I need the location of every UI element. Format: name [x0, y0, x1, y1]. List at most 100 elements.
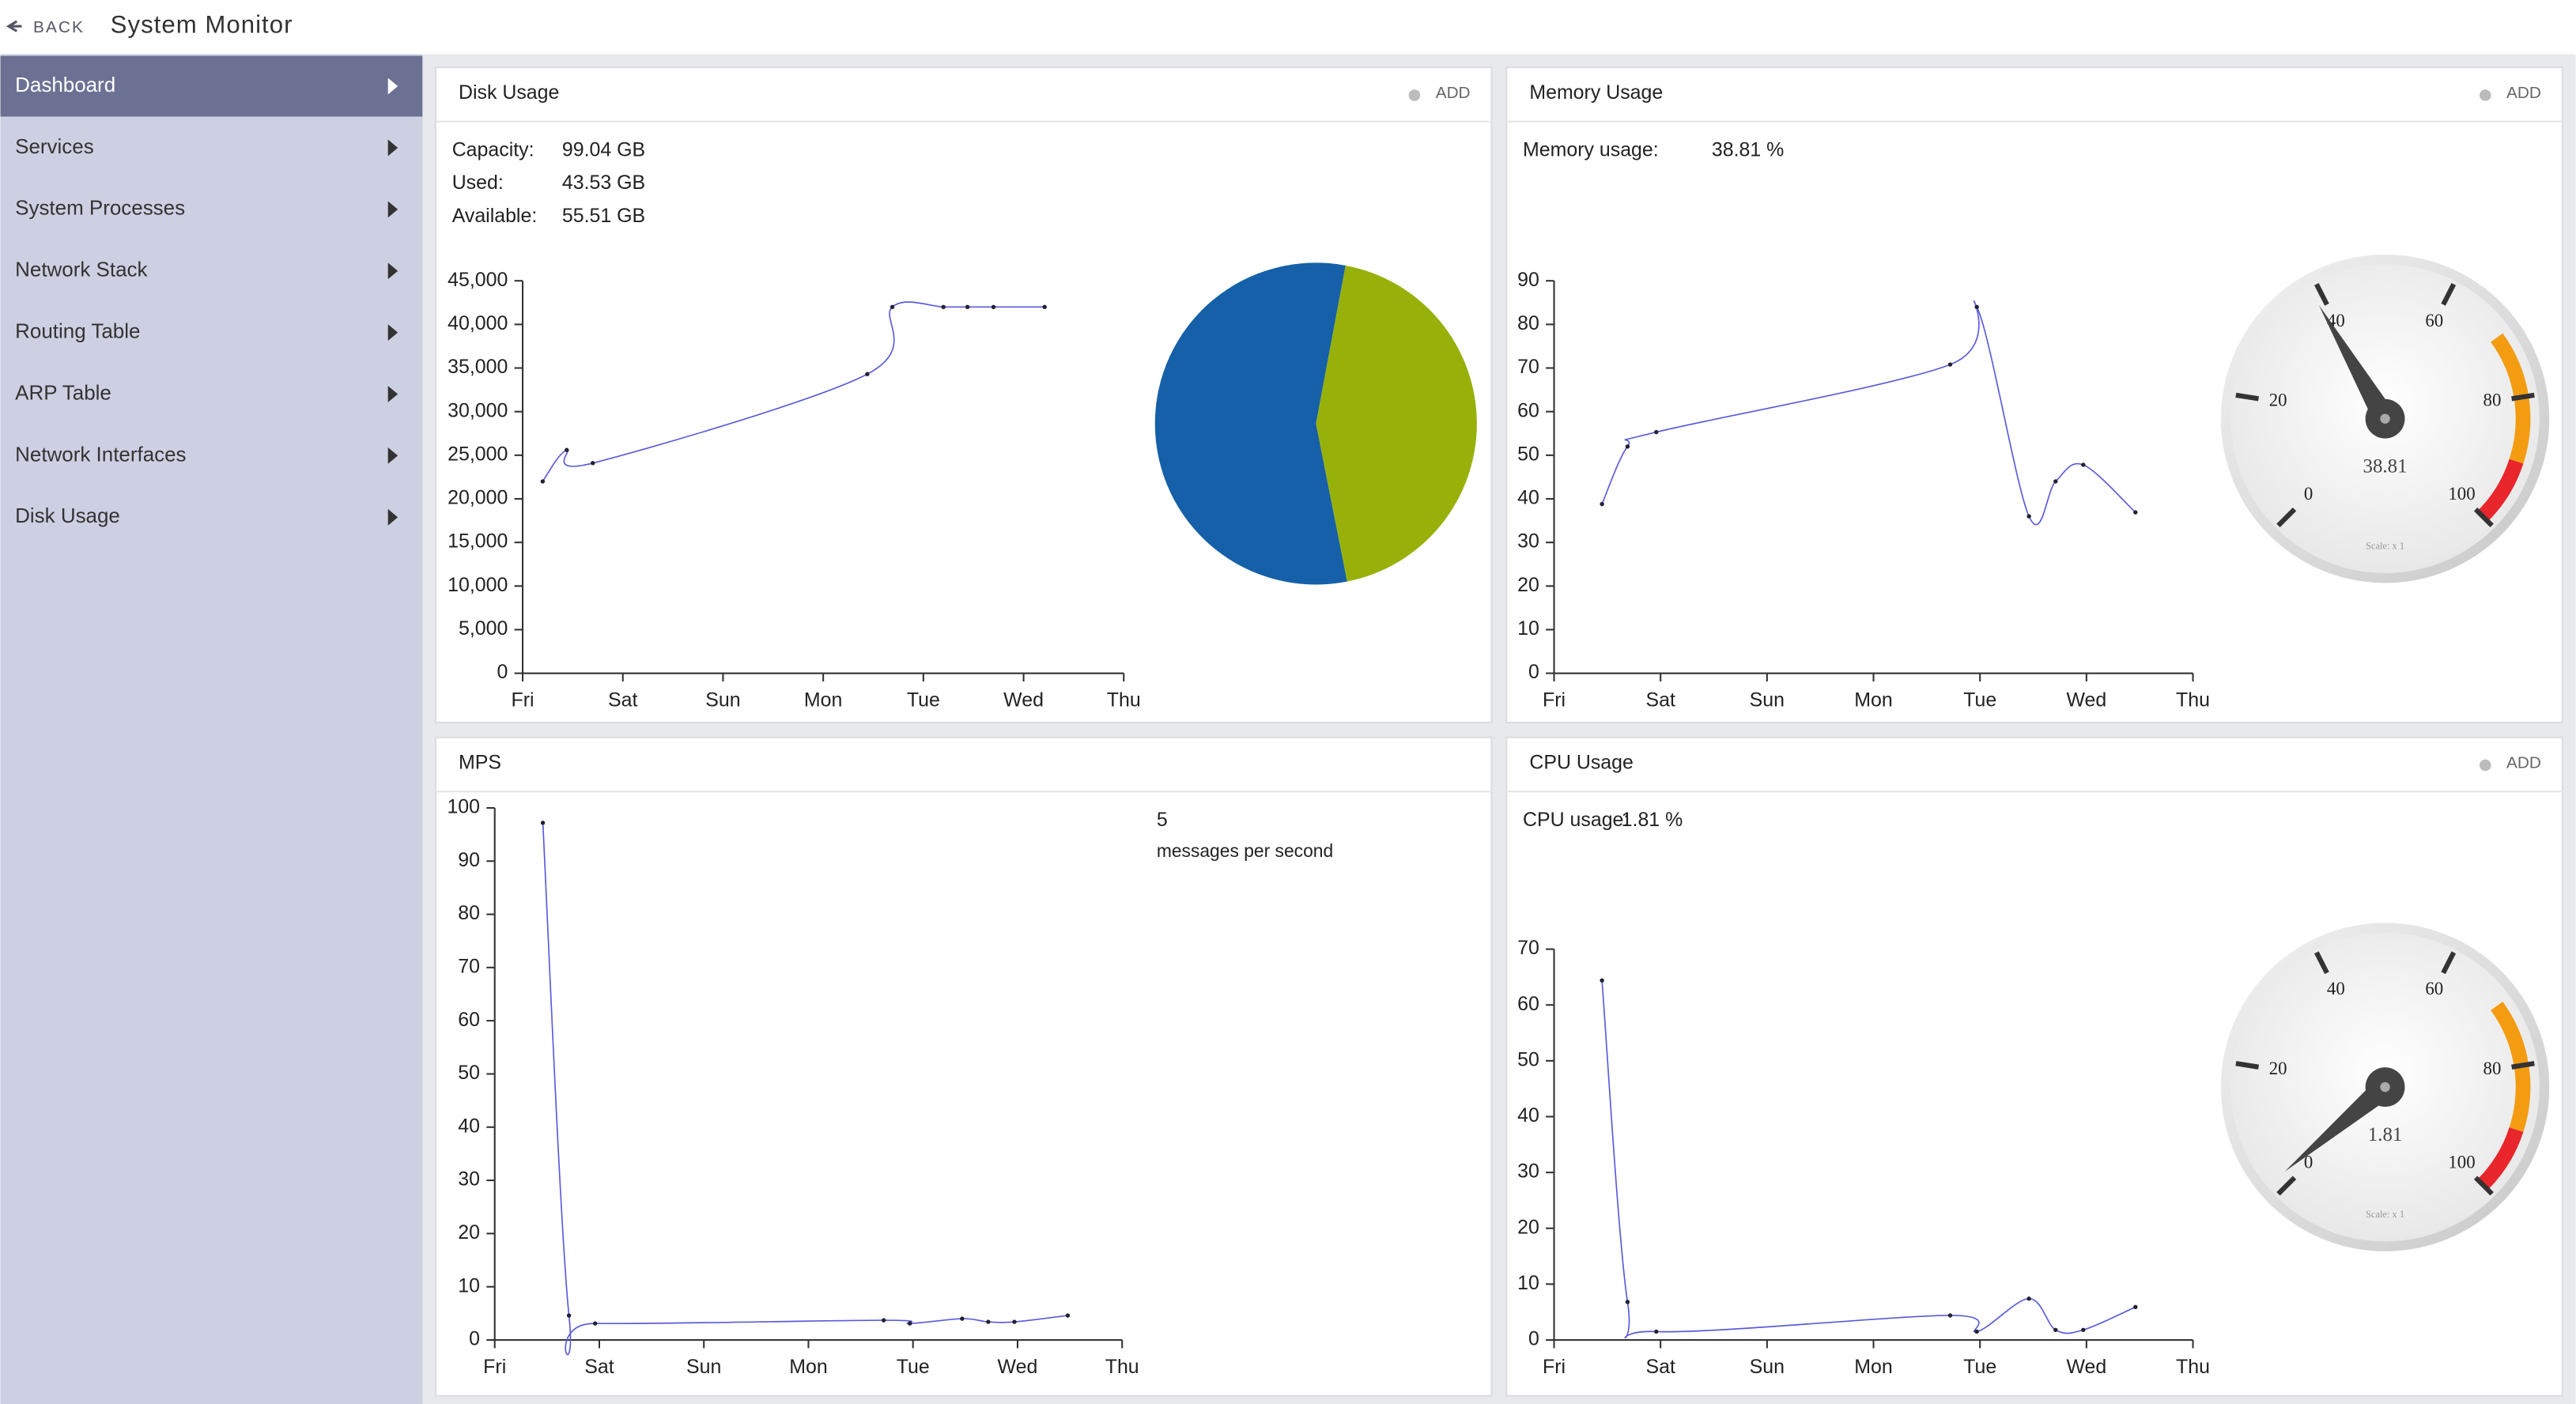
- y-tick-label: 20: [1517, 574, 1539, 596]
- nav-item[interactable]: Services: [15, 134, 398, 158]
- data-point: [1947, 1313, 1953, 1318]
- nav-label: System Processes: [15, 196, 185, 220]
- y-tick-label: 70: [1517, 937, 1539, 959]
- data-point: [540, 479, 546, 484]
- add-icon: [1408, 89, 1421, 101]
- nav-item[interactable]: Disk Usage: [15, 504, 398, 527]
- x-tick-label: Wed: [1003, 689, 1044, 711]
- data-point: [592, 1321, 598, 1326]
- add-label: ADD: [2506, 84, 2541, 102]
- nav-label: ARP Table: [15, 380, 111, 404]
- data-point: [941, 304, 946, 309]
- data-point: [591, 461, 595, 466]
- gauge-tick-label: 20: [2269, 1059, 2287, 1078]
- x-tick-label: Mon: [804, 689, 842, 711]
- data-point: [960, 1316, 965, 1321]
- nav-item[interactable]: System Processes: [15, 196, 398, 220]
- data-point: [1625, 1300, 1630, 1304]
- data-point: [1974, 1329, 1979, 1334]
- panel-title: CPU Usage: [1529, 751, 1634, 773]
- nav-label: Disk Usage: [15, 504, 120, 527]
- x-tick-label: Sat: [584, 1356, 614, 1378]
- gauge-band: [2477, 459, 2524, 522]
- x-tick-label: Thu: [1105, 1356, 1139, 1378]
- nav-item[interactable]: Routing Table: [15, 319, 398, 342]
- stat-value: 99.04 GB: [562, 139, 645, 161]
- pie-slice: [1316, 265, 1477, 582]
- gauge-band: [2477, 1127, 2524, 1191]
- y-tick-label: 60: [458, 1009, 480, 1031]
- data-point: [908, 1321, 912, 1326]
- nav-item[interactable]: Dashboard: [0, 55, 423, 117]
- data-point: [1974, 304, 1979, 309]
- stat-value: 38.81 %: [1712, 139, 1784, 161]
- y-tick-label: 30: [458, 1168, 480, 1191]
- data-point: [1600, 501, 1604, 507]
- data-point: [2053, 1327, 2058, 1332]
- x-tick-label: Tue: [1963, 1356, 1996, 1378]
- gauge-tick: [2276, 1176, 2297, 1196]
- x-tick-label: Fri: [512, 689, 534, 711]
- data-point: [2133, 1304, 2138, 1310]
- data-point: [1012, 1319, 1017, 1324]
- data-point: [566, 1313, 572, 1318]
- nav-item[interactable]: Network Stack: [15, 258, 398, 281]
- x-tick-label: Sun: [1750, 689, 1785, 711]
- y-tick-label: 10: [1517, 617, 1539, 640]
- nav-item[interactable]: ARP Table: [15, 380, 398, 404]
- x-tick-label: Tue: [907, 689, 940, 711]
- add-button[interactable]: ADD: [1408, 84, 1471, 102]
- y-tick-label: 0: [1528, 661, 1539, 683]
- y-tick-label: 90: [458, 849, 480, 871]
- nav-arrow: [387, 386, 398, 402]
- back-label: BACK: [33, 18, 85, 36]
- gauge-tick: [2276, 508, 2297, 528]
- nav-item[interactable]: Network Interfaces: [15, 442, 398, 466]
- gauge-tick: [2441, 951, 2457, 975]
- stat-value: 43.53 GB: [562, 172, 645, 194]
- x-tick-label: Sat: [608, 689, 637, 711]
- data-point: [1654, 1329, 1659, 1334]
- data-point: [1600, 978, 1604, 983]
- data-point: [1654, 429, 1659, 435]
- nav-label: Services: [15, 134, 94, 158]
- y-tick-label: 10: [458, 1274, 480, 1296]
- x-tick-label: Fri: [1543, 689, 1566, 711]
- stat-value: 1.81 %: [1622, 809, 1683, 831]
- x-tick-label: Thu: [1107, 689, 1141, 711]
- y-tick-label: 10,000: [448, 574, 508, 596]
- gauge-tick: [2314, 282, 2329, 306]
- gauge-tick-label: 20: [2269, 390, 2287, 410]
- gauge-tick: [2473, 508, 2494, 528]
- add-label: ADD: [1436, 84, 1471, 102]
- gauge-tick-label: 100: [2448, 1152, 2475, 1172]
- add-label: ADD: [2506, 753, 2541, 772]
- y-tick-label: 70: [458, 955, 480, 977]
- back-button[interactable]: BACK: [6, 18, 85, 36]
- y-tick-label: 50: [458, 1062, 480, 1084]
- data-point: [2081, 462, 2086, 467]
- mps-unit: messages per second: [1157, 840, 1333, 861]
- nav-arrow: [387, 139, 398, 157]
- gauge-scale: Scale: x 1: [2366, 1209, 2404, 1220]
- x-tick-label: Sun: [686, 1356, 721, 1378]
- add-button[interactable]: ADD: [2480, 84, 2541, 102]
- nav-label: Dashboard: [15, 73, 115, 96]
- data-point: [865, 372, 870, 376]
- gauge-tick: [2441, 282, 2457, 306]
- gauge-tick-label: 0: [2304, 484, 2313, 504]
- data-point: [2053, 479, 2058, 484]
- gauge-tick: [2511, 392, 2535, 402]
- y-tick-label: 40: [1517, 1104, 1539, 1127]
- add-button[interactable]: ADD: [2480, 753, 2541, 772]
- mps-value: 5: [1157, 809, 1168, 831]
- x-tick-label: Wed: [2066, 1356, 2106, 1378]
- x-tick-label: Sat: [1645, 689, 1675, 711]
- y-tick-label: 10: [1517, 1272, 1539, 1294]
- y-tick-label: 80: [1517, 312, 1539, 334]
- gauge-tick-label: 80: [2483, 1059, 2502, 1078]
- y-tick-label: 5,000: [459, 617, 508, 640]
- y-tick-label: 40,000: [448, 312, 508, 334]
- x-tick-label: Mon: [1854, 689, 1892, 711]
